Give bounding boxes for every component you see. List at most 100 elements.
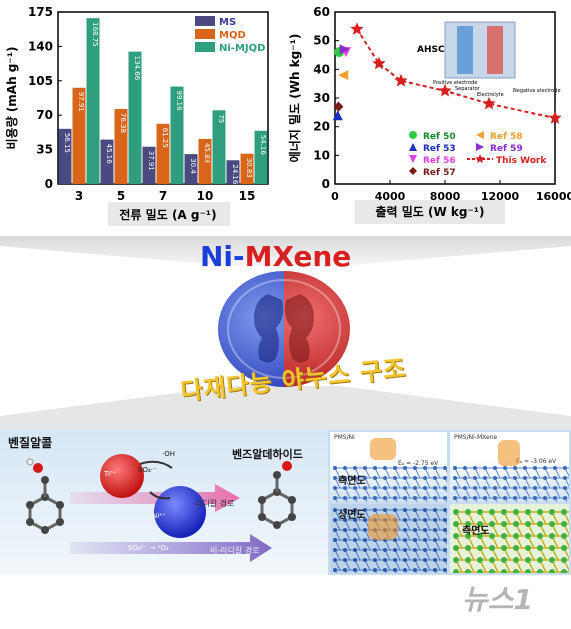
lattice-atom xyxy=(343,486,347,490)
lattice-atom xyxy=(433,538,437,542)
lattice-atom xyxy=(373,548,377,552)
x-axis-label: 전류 밀도 (A g⁻¹) xyxy=(119,207,216,222)
lattice-atom xyxy=(563,486,567,490)
lattice-atom xyxy=(493,496,497,500)
lattice-atom xyxy=(453,569,459,573)
panel-view-label: 상면도 xyxy=(338,510,366,521)
lattice-atom xyxy=(523,496,527,500)
lattice-atom xyxy=(501,533,507,539)
legend-marker xyxy=(409,155,417,163)
legend-label: Ref 50 xyxy=(423,132,456,142)
lattice-atom xyxy=(423,508,427,512)
lattice-atom xyxy=(525,569,531,573)
lattice-atom xyxy=(463,496,467,500)
y-tick-label: 30 xyxy=(313,91,330,105)
inset-electrode xyxy=(487,26,503,74)
lattice-atom xyxy=(403,486,407,490)
lattice-atom xyxy=(373,486,377,490)
lattice-atom xyxy=(513,486,517,490)
lattice-atom xyxy=(463,476,467,480)
lattice-atom xyxy=(543,476,547,480)
lattice-atom xyxy=(443,518,447,522)
lattice-atom xyxy=(501,557,507,563)
inset-label: AHSC xyxy=(417,45,445,55)
lattice-atom xyxy=(333,568,337,572)
lattice-atom xyxy=(553,466,557,470)
radical-path-label: 라디칼 경로 xyxy=(195,499,235,508)
legend-label: Ref 57 xyxy=(423,168,456,178)
lattice-atom xyxy=(473,476,477,480)
ahsc-inset: AHSC Positive electrodeSeparatorElectroly… xyxy=(417,21,561,98)
lattice-atom xyxy=(403,496,407,500)
lattice-atom xyxy=(561,557,567,563)
x-tick-label: 10 xyxy=(197,189,214,203)
lattice-atom xyxy=(333,486,337,490)
bar-value-label: 45.83 xyxy=(203,143,211,163)
lattice-atom xyxy=(501,569,507,573)
lattice-atom xyxy=(465,569,471,573)
bar-value-label: 30.83 xyxy=(245,158,253,178)
lattice-atom xyxy=(423,538,427,542)
lattice-atom xyxy=(537,557,543,563)
lattice-atom xyxy=(453,496,457,500)
legend-label: Ni-MJQD xyxy=(219,43,265,54)
bar-value-label: 97.91 xyxy=(77,92,85,112)
lattice-atom xyxy=(501,545,507,551)
title-mxene: MXene xyxy=(244,240,352,273)
watermark: 뉴스1 xyxy=(462,583,534,616)
lattice-atom xyxy=(453,557,459,563)
y-tick-label: 175 xyxy=(28,5,53,19)
bar-ni-mjqd xyxy=(254,130,268,184)
bar-mqd xyxy=(198,138,212,184)
lattice-atom xyxy=(423,518,427,522)
lattice-atom xyxy=(333,466,337,470)
legend-swatch xyxy=(195,16,215,26)
lattice-atom xyxy=(333,518,337,522)
lattice-atom xyxy=(433,548,437,552)
lattice-atom xyxy=(373,558,377,562)
janus-particle xyxy=(100,454,206,538)
lattice-atom xyxy=(383,486,387,490)
lattice-atom xyxy=(403,518,407,522)
bar-value-label: 37.91 xyxy=(147,151,155,171)
lattice-atom xyxy=(363,528,367,532)
inset-part-label: Negative electrode xyxy=(513,88,561,94)
lattice-atom xyxy=(363,466,367,470)
bar-value-label: 168.75 xyxy=(91,22,99,47)
panel-energy: Eₐ = -3.06 eV xyxy=(516,458,557,465)
lattice-atom xyxy=(463,486,467,490)
benzaldehyde-molecule xyxy=(258,461,296,529)
lattice-atom xyxy=(443,496,447,500)
lattice-atom xyxy=(533,476,537,480)
bar-ms xyxy=(58,128,72,184)
legend-label: MS xyxy=(219,17,236,28)
lattice-atom xyxy=(477,557,483,563)
lattice-atom xyxy=(503,496,507,500)
lattice-atom xyxy=(513,476,517,480)
lattice-atom xyxy=(453,509,459,515)
lattice-atom xyxy=(363,496,367,500)
bar-value-label: 30.4 xyxy=(189,158,197,174)
lattice-atom xyxy=(333,496,337,500)
lattice-atom xyxy=(443,476,447,480)
lattice-atom xyxy=(353,496,357,500)
ni-label: Ni²⁺ xyxy=(152,512,166,520)
panel-tag: PMS/Ni xyxy=(334,434,355,441)
dft-panel-1: PMS/Ni Eₐ = -2.75 eV 측면도 xyxy=(330,432,447,502)
lattice-atom xyxy=(513,466,517,470)
bar-ni-mjqd xyxy=(212,110,226,184)
lattice-atom xyxy=(343,466,347,470)
inset-part-label: Electrolyte xyxy=(477,92,504,98)
inset-cell xyxy=(444,21,516,79)
bar-value-label: 76.38 xyxy=(119,113,127,133)
bar-value-label: 24.16 xyxy=(231,164,239,185)
lattice-atom xyxy=(533,486,537,490)
lattice-atom xyxy=(343,538,347,542)
this-work-point xyxy=(482,96,496,110)
lattice-atom xyxy=(465,521,471,527)
lattice-atom xyxy=(525,545,531,551)
bar-ms xyxy=(226,160,240,184)
lattice-atom xyxy=(533,496,537,500)
lattice-atom xyxy=(343,568,347,572)
lattice-atom xyxy=(333,548,337,552)
